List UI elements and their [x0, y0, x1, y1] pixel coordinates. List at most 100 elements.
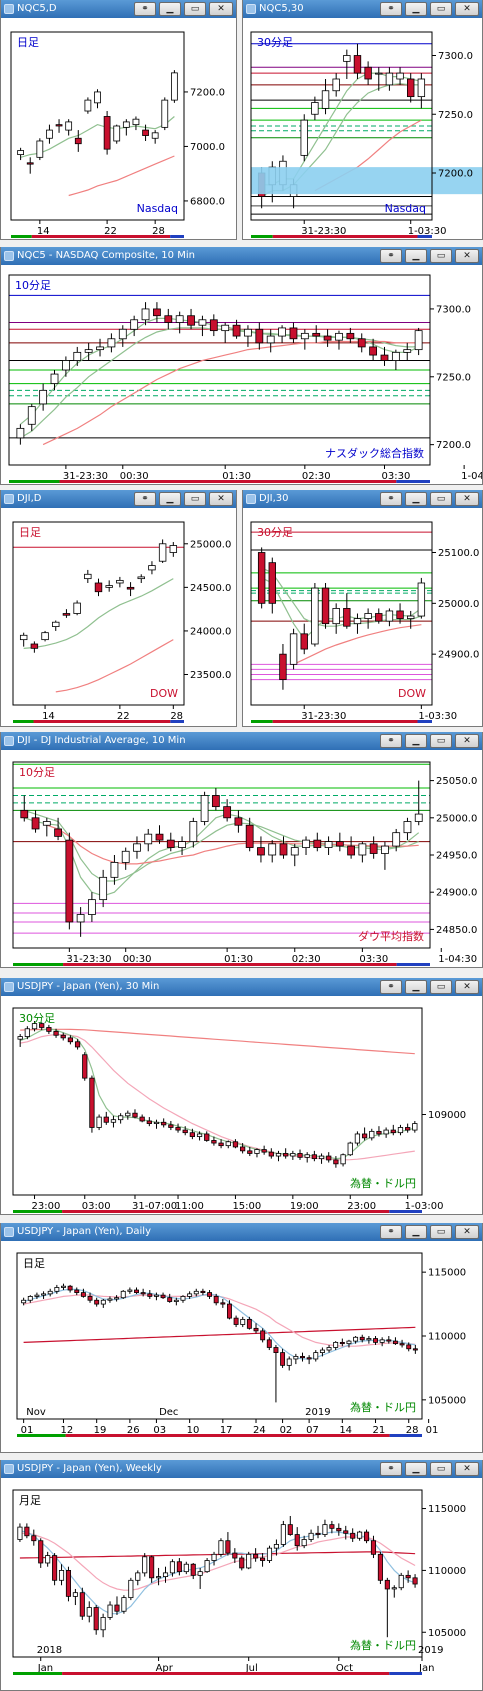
candle: [311, 96, 319, 121]
chart-window-dji-10m[interactable]: DJI - DJ Industrial Average, 10 Min ⚭ ▁ ▭ ✕ 2…: [0, 732, 483, 968]
candle: [164, 308, 173, 330]
chart-canvas[interactable]: 24900.0 25000.0 25100.0 31-23:30 1-03:30 30分足…: [243, 508, 482, 727]
candle: [417, 73, 426, 109]
link-icon[interactable]: ⚭: [380, 980, 402, 994]
link-icon[interactable]: ⚭: [134, 492, 156, 506]
y-tick-label: 25050.0: [436, 776, 477, 787]
window-titlebar[interactable]: DJI - DJ Industrial Average, 10 Min ⚭ ▁ ▭ ✕: [1, 732, 482, 750]
x-period-label: 2019: [418, 1645, 443, 1656]
candle: [326, 1344, 332, 1353]
chart-window-nq-daily[interactable]: NQC5,D ⚭ ▁ ▭ ✕ 6800.0 7000.0 7200.0 14 22 28 日足 Nasd…: [0, 0, 237, 240]
link-icon[interactable]: ⚭: [380, 249, 402, 263]
candle: [304, 1152, 310, 1163]
link-icon[interactable]: ⚭: [134, 2, 156, 16]
minimize-icon[interactable]: ▁: [405, 2, 427, 16]
candle: [53, 1028, 59, 1038]
close-icon[interactable]: ✕: [209, 492, 233, 506]
close-icon[interactable]: ✕: [455, 2, 479, 16]
minimize-icon[interactable]: ▁: [405, 1462, 427, 1476]
window-titlebar[interactable]: NQC5 - NASDAQ Composite, 10 Min ⚭ ▁ ▭ ✕: [1, 247, 482, 265]
close-icon[interactable]: ✕: [455, 492, 479, 506]
x-tick-label: 10: [187, 1425, 200, 1436]
window-titlebar[interactable]: USDJPY - Japan (Yen), 30 Min ⚭ ▁ ▭ ✕: [1, 978, 482, 996]
link-icon[interactable]: ⚭: [380, 1462, 402, 1476]
close-icon[interactable]: ✕: [455, 1225, 479, 1239]
close-icon[interactable]: ✕: [455, 734, 479, 748]
period-label: 日足: [23, 1257, 45, 1270]
chart-canvas[interactable]: 105000 110000 115000 01 12 19 26 03 10 17 24 02 07 14…: [1, 1241, 482, 1453]
minimize-icon[interactable]: ▁: [405, 734, 427, 748]
minimize-icon[interactable]: ▁: [405, 980, 427, 994]
chart-window-usdjpy-daily[interactable]: USDJPY - Japan (Yen), Daily ⚭ ▁ ▭ ✕ 105000 110…: [0, 1223, 483, 1453]
restore-icon[interactable]: ▭: [430, 734, 452, 748]
restore-icon[interactable]: ▭: [184, 2, 206, 16]
minimize-icon[interactable]: ▁: [159, 2, 181, 16]
chart-window-dji-daily[interactable]: DJI,D ⚭ ▁ ▭ ✕ 23500.0 24000.0 24500.0 25000.0 14 2…: [0, 490, 237, 727]
candle: [396, 603, 404, 624]
moving-average-line: [293, 624, 422, 665]
instrument-legend: 為替・ドル円: [350, 1638, 416, 1652]
window-titlebar[interactable]: USDJPY - Japan (Yen), Weekly ⚭ ▁ ▭ ✕: [1, 1460, 482, 1478]
link-icon[interactable]: ⚭: [380, 1225, 402, 1239]
link-icon[interactable]: ⚭: [380, 492, 402, 506]
window-titlebar[interactable]: USDJPY - Japan (Yen), Daily ⚭ ▁ ▭ ✕: [1, 1223, 482, 1241]
chart-window-usdjpy-30m[interactable]: USDJPY - Japan (Yen), 30 Min ⚭ ▁ ▭ ✕ 109000 23…: [0, 978, 483, 1215]
chart-canvas[interactable]: 24850.0 24900.0 24950.0 25000.0 25050.0 31-23…: [1, 750, 482, 968]
candle: [65, 1566, 72, 1602]
restore-icon[interactable]: ▭: [430, 2, 452, 16]
chart-window-nq-10m[interactable]: NQC5 - NASDAQ Composite, 10 Min ⚭ ▁ ▭ ✕ 7200.…: [0, 247, 483, 485]
candle: [187, 1291, 193, 1299]
chart-canvas[interactable]: 7200.0 7250.0 7300.0 31-23:30 00:30 01:30 02:3…: [1, 265, 482, 485]
restore-icon[interactable]: ▭: [430, 1462, 452, 1476]
candle: [221, 322, 230, 343]
minimize-icon[interactable]: ▁: [405, 1225, 427, 1239]
x-tick-label: 00:30: [120, 471, 149, 482]
minimize-icon[interactable]: ▁: [405, 249, 427, 263]
link-icon[interactable]: ⚭: [380, 734, 402, 748]
x-tick-label: 12: [60, 1425, 73, 1436]
window-titlebar[interactable]: NQC5,D ⚭ ▁ ▭ ✕: [1, 0, 236, 18]
chart-window-dji-30m[interactable]: DJI,30 ⚭ ▁ ▭ ✕ 24900.0 25000.0 25100.0 31-23:30 1…: [242, 490, 483, 727]
chart-canvas[interactable]: 105000 110000 115000 Jan Apr Jul Oct Jan 2018 201…: [1, 1478, 482, 1691]
minimize-icon[interactable]: ▁: [159, 492, 181, 506]
x-tick-label: 03: [153, 1425, 166, 1436]
link-icon[interactable]: ⚭: [380, 2, 402, 16]
x-tick-label: 26: [127, 1425, 140, 1436]
y-tick-label: 6800.0: [190, 196, 225, 207]
candle: [65, 832, 74, 930]
candle: [31, 1020, 38, 1032]
restore-icon[interactable]: ▭: [430, 980, 452, 994]
minimize-icon[interactable]: ▁: [405, 492, 427, 506]
chart-canvas[interactable]: 7200.0 7250.0 7300.0 31-23:30 1-03:30 30分足 Nas…: [243, 18, 482, 240]
chart-window-usdjpy-weekly[interactable]: USDJPY - Japan (Yen), Weekly ⚭ ▁ ▭ ✕ 105000 11…: [0, 1460, 483, 1691]
chart-canvas[interactable]: 23500.0 24000.0 24500.0 25000.0 14 22 28 日足 DOW: [1, 508, 236, 727]
candle: [280, 1520, 286, 1547]
moving-average-line: [68, 155, 175, 197]
window-titlebar[interactable]: NQC5,30 ⚭ ▁ ▭ ✕: [243, 0, 482, 18]
x-tick-label: 03:00: [82, 1201, 111, 1212]
candle: [357, 333, 366, 353]
candle: [302, 836, 310, 855]
candle: [311, 1150, 317, 1162]
close-icon[interactable]: ✕: [455, 1462, 479, 1476]
window-titlebar[interactable]: DJI,D ⚭ ▁ ▭ ✕: [1, 490, 236, 508]
restore-icon[interactable]: ▭: [184, 492, 206, 506]
candle: [193, 1288, 199, 1297]
chart-canvas[interactable]: 6800.0 7000.0 7200.0 14 22 28 日足 Nasdaq: [1, 18, 236, 240]
candle: [34, 1292, 40, 1299]
candle: [183, 1561, 189, 1575]
candle: [290, 1150, 296, 1160]
chart-window-nq-30m[interactable]: NQC5,30 ⚭ ▁ ▭ ✕ 7200.0 7250.0 7300.0 31-23:30 1-0…: [242, 0, 483, 240]
y-tick-label: 7300.0: [436, 304, 471, 315]
restore-icon[interactable]: ▭: [430, 1225, 452, 1239]
candle: [61, 356, 70, 377]
candle: [361, 1127, 368, 1141]
window-titlebar[interactable]: DJI,30 ⚭ ▁ ▭ ✕: [243, 490, 482, 508]
restore-icon[interactable]: ▭: [430, 249, 452, 263]
candle: [82, 1052, 88, 1081]
close-icon[interactable]: ✕: [209, 2, 233, 16]
close-icon[interactable]: ✕: [455, 980, 479, 994]
close-icon[interactable]: ✕: [455, 249, 479, 263]
restore-icon[interactable]: ▭: [430, 492, 452, 506]
